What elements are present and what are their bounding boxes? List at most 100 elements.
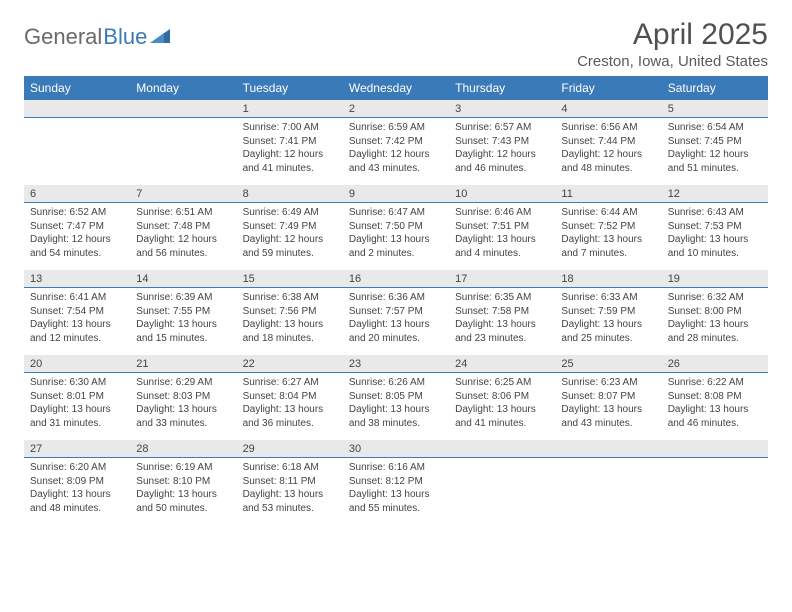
sunset-line: Sunset: 8:10 PM [136, 475, 230, 489]
day-cell: Sunrise: 6:26 AMSunset: 8:05 PMDaylight:… [343, 373, 449, 437]
sunset-line: Sunset: 7:50 PM [349, 220, 443, 234]
day-cell: Sunrise: 6:56 AMSunset: 7:44 PMDaylight:… [555, 118, 661, 182]
day-number-cell: 21 [130, 355, 236, 373]
day-cell [449, 458, 555, 522]
daylight-line: Daylight: 12 hours and 56 minutes. [136, 233, 230, 260]
sunset-line: Sunset: 7:52 PM [561, 220, 655, 234]
sunrise-line: Sunrise: 6:43 AM [668, 206, 762, 220]
sunrise-line: Sunrise: 6:22 AM [668, 376, 762, 390]
brand-logo: GeneralBlue [24, 18, 170, 50]
day-cell: Sunrise: 6:33 AMSunset: 7:59 PMDaylight:… [555, 288, 661, 352]
sunset-line: Sunset: 8:09 PM [30, 475, 124, 489]
daylight-line: Daylight: 13 hours and 43 minutes. [561, 403, 655, 430]
brand-part1: General [24, 24, 102, 50]
daylight-line: Daylight: 13 hours and 23 minutes. [455, 318, 549, 345]
day-cell: Sunrise: 6:41 AMSunset: 7:54 PMDaylight:… [24, 288, 130, 352]
day-cell: Sunrise: 6:32 AMSunset: 8:00 PMDaylight:… [662, 288, 768, 352]
weekday-header-cell: Saturday [662, 76, 768, 100]
weekday-header-cell: Tuesday [237, 76, 343, 100]
sunset-line: Sunset: 7:45 PM [668, 135, 762, 149]
day-cell: Sunrise: 6:51 AMSunset: 7:48 PMDaylight:… [130, 203, 236, 267]
day-number-cell: 22 [237, 355, 343, 373]
daylight-line: Daylight: 13 hours and 25 minutes. [561, 318, 655, 345]
day-cell: Sunrise: 6:30 AMSunset: 8:01 PMDaylight:… [24, 373, 130, 437]
month-title: April 2025 [577, 18, 768, 51]
day-cell: Sunrise: 6:59 AMSunset: 7:42 PMDaylight:… [343, 118, 449, 182]
sunset-line: Sunset: 7:54 PM [30, 305, 124, 319]
weekday-header-cell: Friday [555, 76, 661, 100]
daylight-line: Daylight: 12 hours and 51 minutes. [668, 148, 762, 175]
day-number-cell: 19 [662, 270, 768, 288]
day-cell: Sunrise: 6:25 AMSunset: 8:06 PMDaylight:… [449, 373, 555, 437]
day-number-cell: 1 [237, 100, 343, 118]
sunset-line: Sunset: 7:51 PM [455, 220, 549, 234]
sunset-line: Sunset: 8:08 PM [668, 390, 762, 404]
day-cell [555, 458, 661, 522]
daylight-line: Daylight: 13 hours and 2 minutes. [349, 233, 443, 260]
location-label: Creston, Iowa, United States [577, 53, 768, 70]
day-cell: Sunrise: 6:57 AMSunset: 7:43 PMDaylight:… [449, 118, 555, 182]
day-number-cell [662, 440, 768, 458]
daylight-line: Daylight: 13 hours and 46 minutes. [668, 403, 762, 430]
title-block: April 2025 Creston, Iowa, United States [577, 18, 768, 70]
sunset-line: Sunset: 8:00 PM [668, 305, 762, 319]
calendar-page: GeneralBlue April 2025 Creston, Iowa, Un… [0, 0, 792, 539]
weekday-header-cell: Thursday [449, 76, 555, 100]
weekday-header-cell: Monday [130, 76, 236, 100]
sunset-line: Sunset: 8:04 PM [243, 390, 337, 404]
daylight-line: Daylight: 13 hours and 41 minutes. [455, 403, 549, 430]
sunrise-line: Sunrise: 6:47 AM [349, 206, 443, 220]
daylight-line: Daylight: 13 hours and 48 minutes. [30, 488, 124, 515]
day-cell: Sunrise: 6:16 AMSunset: 8:12 PMDaylight:… [343, 458, 449, 522]
day-number-cell: 14 [130, 270, 236, 288]
sunrise-line: Sunrise: 6:30 AM [30, 376, 124, 390]
daylight-line: Daylight: 13 hours and 15 minutes. [136, 318, 230, 345]
sunset-line: Sunset: 7:55 PM [136, 305, 230, 319]
daylight-line: Daylight: 12 hours and 54 minutes. [30, 233, 124, 260]
sunrise-line: Sunrise: 6:16 AM [349, 461, 443, 475]
day-number-cell: 27 [24, 440, 130, 458]
day-number-cell [24, 100, 130, 118]
day-cell: Sunrise: 6:38 AMSunset: 7:56 PMDaylight:… [237, 288, 343, 352]
sunset-line: Sunset: 8:01 PM [30, 390, 124, 404]
day-cell: Sunrise: 6:47 AMSunset: 7:50 PMDaylight:… [343, 203, 449, 267]
daylight-line: Daylight: 12 hours and 59 minutes. [243, 233, 337, 260]
weekday-header-cell: Wednesday [343, 76, 449, 100]
day-number-cell [449, 440, 555, 458]
day-cell: Sunrise: 6:29 AMSunset: 8:03 PMDaylight:… [130, 373, 236, 437]
day-number-cell: 30 [343, 440, 449, 458]
day-cell: Sunrise: 6:27 AMSunset: 8:04 PMDaylight:… [237, 373, 343, 437]
sunset-line: Sunset: 8:11 PM [243, 475, 337, 489]
daylight-line: Daylight: 13 hours and 4 minutes. [455, 233, 549, 260]
sunrise-line: Sunrise: 6:19 AM [136, 461, 230, 475]
sunrise-line: Sunrise: 6:59 AM [349, 121, 443, 135]
sunrise-line: Sunrise: 6:56 AM [561, 121, 655, 135]
day-number-cell [555, 440, 661, 458]
sunset-line: Sunset: 7:53 PM [668, 220, 762, 234]
daylight-line: Daylight: 13 hours and 18 minutes. [243, 318, 337, 345]
daylight-line: Daylight: 12 hours and 43 minutes. [349, 148, 443, 175]
sunset-line: Sunset: 8:05 PM [349, 390, 443, 404]
sunrise-line: Sunrise: 6:18 AM [243, 461, 337, 475]
brand-part2: Blue [103, 24, 147, 50]
sunset-line: Sunset: 7:49 PM [243, 220, 337, 234]
sunset-line: Sunset: 7:42 PM [349, 135, 443, 149]
sunrise-line: Sunrise: 6:51 AM [136, 206, 230, 220]
weekday-header: SundayMondayTuesdayWednesdayThursdayFrid… [24, 76, 768, 100]
header: GeneralBlue April 2025 Creston, Iowa, Un… [24, 18, 768, 70]
daylight-line: Daylight: 13 hours and 7 minutes. [561, 233, 655, 260]
day-cell [662, 458, 768, 522]
sunrise-line: Sunrise: 6:44 AM [561, 206, 655, 220]
sunset-line: Sunset: 7:48 PM [136, 220, 230, 234]
day-number-cell: 5 [662, 100, 768, 118]
sunrise-line: Sunrise: 6:33 AM [561, 291, 655, 305]
day-number-cell: 28 [130, 440, 236, 458]
sunrise-line: Sunrise: 6:25 AM [455, 376, 549, 390]
day-cell [130, 118, 236, 182]
sunrise-line: Sunrise: 6:52 AM [30, 206, 124, 220]
sunset-line: Sunset: 8:06 PM [455, 390, 549, 404]
sunrise-line: Sunrise: 6:49 AM [243, 206, 337, 220]
sunrise-line: Sunrise: 6:32 AM [668, 291, 762, 305]
day-number-cell: 18 [555, 270, 661, 288]
sunrise-line: Sunrise: 6:23 AM [561, 376, 655, 390]
